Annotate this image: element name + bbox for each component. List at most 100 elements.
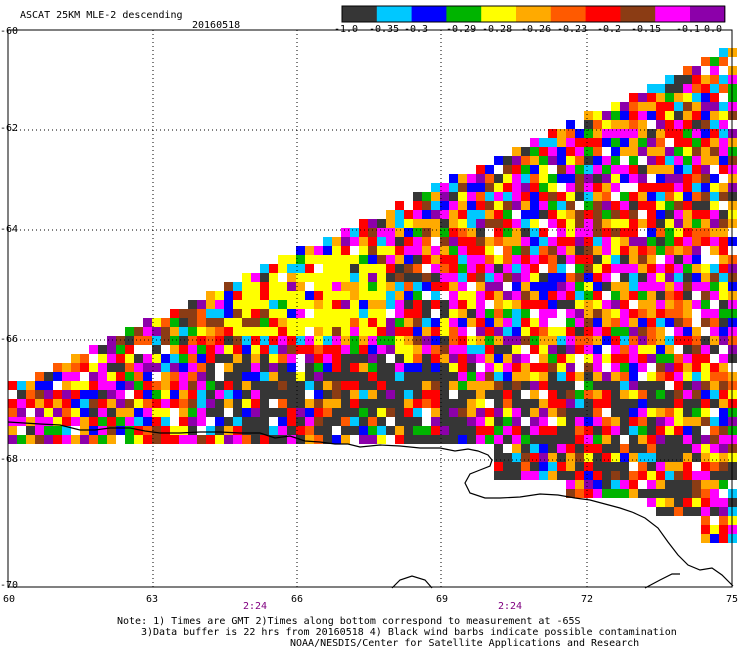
ambiguity-cell <box>503 318 512 327</box>
ambiguity-cell <box>467 255 476 264</box>
ambiguity-cell <box>404 300 413 309</box>
ambiguity-cell <box>647 165 656 174</box>
ambiguity-cell <box>404 219 413 228</box>
ambiguity-cell <box>647 489 656 498</box>
ambiguity-cell <box>647 219 656 228</box>
ambiguity-cell <box>413 345 422 354</box>
ambiguity-cell <box>719 399 728 408</box>
ambiguity-cell <box>701 120 710 129</box>
ambiguity-cell <box>566 327 575 336</box>
ambiguity-cell <box>701 399 710 408</box>
ambiguity-cell <box>242 390 251 399</box>
ambiguity-cell <box>611 390 620 399</box>
ambiguity-cell <box>494 282 503 291</box>
ambiguity-cell <box>674 246 683 255</box>
ambiguity-cell <box>80 435 89 444</box>
ambiguity-cell <box>665 426 674 435</box>
ambiguity-cell <box>665 336 674 345</box>
ambiguity-cell <box>269 300 278 309</box>
ambiguity-cell <box>512 453 521 462</box>
ambiguity-cell <box>566 462 575 471</box>
ambiguity-cell <box>125 399 134 408</box>
ambiguity-cell <box>395 300 404 309</box>
ambiguity-cell <box>377 282 386 291</box>
ambiguity-cell <box>656 426 665 435</box>
ambiguity-cell <box>260 363 269 372</box>
ambiguity-cell <box>503 210 512 219</box>
ambiguity-cell <box>629 426 638 435</box>
ambiguity-cell <box>539 201 548 210</box>
ambiguity-cell <box>53 408 62 417</box>
ambiguity-cell <box>296 426 305 435</box>
ambiguity-cell <box>665 282 674 291</box>
ambiguity-cell <box>395 408 404 417</box>
ambiguity-cell <box>683 336 692 345</box>
ambiguity-cell <box>368 345 377 354</box>
ambiguity-cell <box>386 381 395 390</box>
ambiguity-cell <box>701 318 710 327</box>
ambiguity-cell <box>341 336 350 345</box>
ambiguity-cell <box>26 399 35 408</box>
ambiguity-cell <box>620 309 629 318</box>
ambiguity-cell <box>386 336 395 345</box>
ambiguity-cell <box>683 363 692 372</box>
ambiguity-cell <box>233 372 242 381</box>
ambiguity-cell <box>161 354 170 363</box>
ambiguity-cell <box>512 192 521 201</box>
ambiguity-cell <box>656 111 665 120</box>
ambiguity-cell <box>188 435 197 444</box>
ambiguity-cell <box>521 354 530 363</box>
ambiguity-cell <box>332 282 341 291</box>
ambiguity-cell <box>71 372 80 381</box>
ambiguity-cell <box>395 327 404 336</box>
ambiguity-cell <box>674 471 683 480</box>
ambiguity-cell <box>485 210 494 219</box>
ambiguity-cell <box>719 336 728 345</box>
ambiguity-cell <box>710 534 719 543</box>
ambiguity-cell <box>638 390 647 399</box>
ambiguity-cell <box>413 435 422 444</box>
ambiguity-cell <box>512 417 521 426</box>
ambiguity-cell <box>494 264 503 273</box>
legend-swatch <box>585 6 621 22</box>
ambiguity-cell <box>233 399 242 408</box>
ambiguity-cell <box>575 273 584 282</box>
ambiguity-cell <box>719 147 728 156</box>
ambiguity-cell <box>341 309 350 318</box>
ambiguity-cell <box>674 399 683 408</box>
ambiguity-cell <box>233 408 242 417</box>
ambiguity-cell <box>683 282 692 291</box>
ambiguity-cell <box>116 390 125 399</box>
ambiguity-cell <box>701 111 710 120</box>
ambiguity-cell <box>602 156 611 165</box>
ambiguity-cell <box>557 345 566 354</box>
ambiguity-cell <box>593 291 602 300</box>
ambiguity-cell <box>620 372 629 381</box>
ambiguity-cell <box>350 318 359 327</box>
ambiguity-cell <box>620 300 629 309</box>
ambiguity-cell <box>44 426 53 435</box>
ambiguity-cell <box>134 363 143 372</box>
ambiguity-cell <box>467 183 476 192</box>
ambiguity-cell <box>629 354 638 363</box>
ambiguity-cell <box>575 345 584 354</box>
ambiguity-cell <box>701 129 710 138</box>
ambiguity-cell <box>593 417 602 426</box>
ambiguity-cell <box>593 489 602 498</box>
ambiguity-cell <box>719 471 728 480</box>
ambiguity-cell <box>89 417 98 426</box>
ambiguity-cell <box>719 57 728 66</box>
ambiguity-cell <box>431 381 440 390</box>
ambiguity-cell <box>359 345 368 354</box>
ambiguity-cell <box>620 363 629 372</box>
ambiguity-cell <box>296 282 305 291</box>
ambiguity-cell <box>656 372 665 381</box>
ambiguity-cell <box>521 192 530 201</box>
ambiguity-cell <box>413 354 422 363</box>
ambiguity-cell <box>233 435 242 444</box>
ambiguity-cell <box>323 426 332 435</box>
ambiguity-cell <box>440 327 449 336</box>
ambiguity-cell <box>719 507 728 516</box>
ambiguity-cell <box>557 354 566 363</box>
ambiguity-cell <box>602 381 611 390</box>
